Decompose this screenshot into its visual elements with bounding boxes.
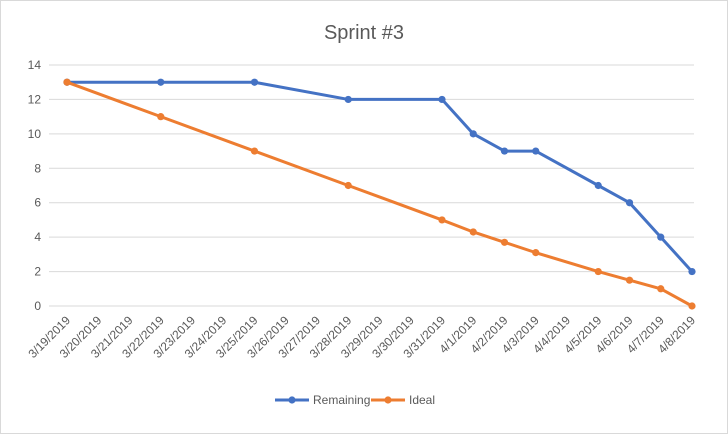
data-point	[594, 267, 602, 276]
y-tick-label: 2	[34, 265, 41, 279]
data-point	[688, 267, 696, 276]
series-ideal	[63, 78, 696, 310]
x-axis-tick-labels: 3/19/20193/20/20193/21/20193/22/20193/23…	[25, 313, 698, 361]
data-point	[469, 130, 477, 138]
data-point	[469, 228, 477, 236]
legend: Remaining Ideal	[275, 393, 435, 407]
y-tick-label: 14	[28, 58, 42, 72]
data-point	[657, 285, 665, 293]
data-point	[438, 95, 446, 104]
chart-title: Sprint #3	[324, 22, 404, 44]
data-point	[625, 199, 634, 207]
data-point	[344, 181, 352, 190]
data-point	[594, 181, 602, 190]
y-tick-label: 10	[28, 127, 42, 141]
series-remaining	[63, 78, 696, 276]
grid-lines	[49, 64, 694, 307]
legend-label: Remaining	[313, 393, 370, 407]
y-axis-tick-labels: 0 2 4 6 8 10 12 14	[28, 58, 42, 313]
data-point	[500, 147, 509, 155]
legend-label: Ideal	[409, 393, 435, 407]
series-line	[65, 80, 694, 308]
data-point	[157, 78, 165, 86]
data-point	[63, 78, 71, 86]
data-point	[688, 302, 696, 310]
data-point	[157, 113, 165, 121]
data-point	[532, 249, 540, 257]
legend-swatch-marker	[288, 396, 296, 404]
data-point	[250, 78, 259, 86]
y-tick-label: 12	[28, 92, 42, 106]
y-tick-label: 0	[34, 299, 41, 313]
series-layer	[63, 78, 696, 310]
y-tick-label: 8	[34, 161, 41, 175]
data-point	[532, 147, 540, 155]
legend-item: Ideal	[371, 393, 435, 407]
y-tick-label: 6	[34, 196, 41, 210]
data-point	[625, 276, 634, 284]
data-point	[344, 95, 352, 104]
legend-item: Remaining	[275, 393, 370, 407]
legend-swatch-marker	[384, 396, 392, 404]
y-tick-label: 4	[34, 230, 41, 244]
data-point	[438, 216, 446, 224]
data-point	[657, 233, 665, 241]
data-point	[250, 147, 259, 155]
data-point	[500, 238, 509, 246]
series-line	[65, 80, 694, 274]
